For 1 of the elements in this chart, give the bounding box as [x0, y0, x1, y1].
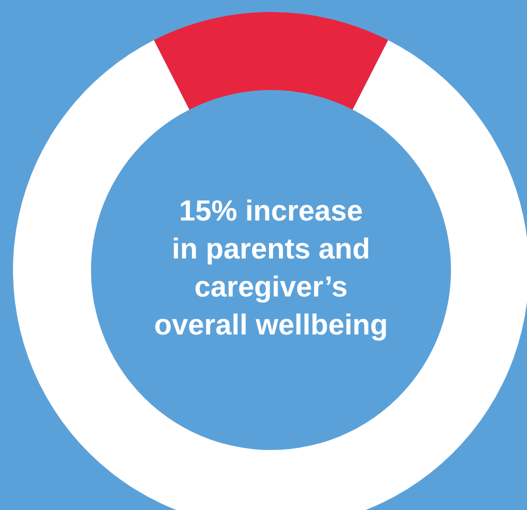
text: 15% increase in parents and caregiver’s overall wellbeing — [154, 196, 388, 342]
